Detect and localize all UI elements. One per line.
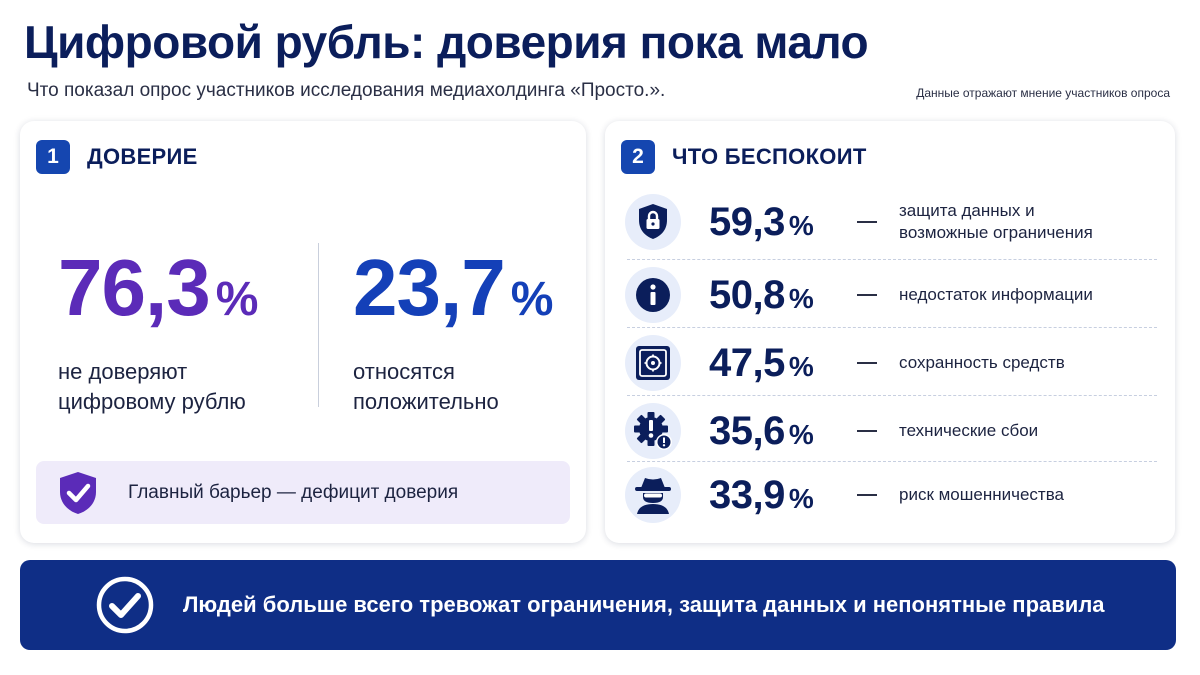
concerns-card-title: ЧТО БЕСПОКОИТ xyxy=(672,144,867,169)
concern-row: 50,8% недостаток информации xyxy=(625,265,1157,325)
row-separator xyxy=(627,461,1157,462)
concern-value: 35,6% xyxy=(709,408,814,453)
concern-row: 47,5% сохранность средств xyxy=(625,333,1157,393)
concern-value: 47,5% xyxy=(709,340,814,385)
stat-divider xyxy=(318,243,319,407)
concerns-card: 2 ЧТО БЕСПОКОИТ 59,3% защита данных и во… xyxy=(605,121,1175,543)
dash xyxy=(857,362,877,364)
trust-card-header: 1 ДОВЕРИЕ xyxy=(36,140,198,174)
safe-icon xyxy=(625,335,681,391)
dash xyxy=(857,494,877,496)
row-separator xyxy=(627,395,1157,396)
positive-stat: 23,7% относятся положительно xyxy=(353,243,553,417)
positive-value: 23,7% xyxy=(353,243,553,332)
row-separator xyxy=(627,259,1157,260)
conclusion-text: Людей больше всего тревожат ограничения,… xyxy=(183,592,1105,617)
concern-row: 35,6% технические сбои xyxy=(625,401,1157,461)
dash xyxy=(857,294,877,296)
concern-row: 59,3% защита данных и возможные ограниче… xyxy=(625,192,1157,252)
concern-label: сохранность средств xyxy=(899,353,1065,372)
concern-value: 50,8% xyxy=(709,272,814,317)
trust-card-title: ДОВЕРИЕ xyxy=(87,144,198,169)
trust-card: 1 ДОВЕРИЕ 76,3% не доверяют цифровому ру… xyxy=(20,121,586,543)
distrust-value: 76,3% xyxy=(58,243,258,332)
concerns-card-header: 2 ЧТО БЕСПОКОИТ xyxy=(621,140,867,174)
conclusion-banner: Людей больше всего тревожат ограничения,… xyxy=(20,560,1176,650)
page-subtitle: Что показал опрос участников исследовани… xyxy=(27,80,666,101)
source-note: Данные отражают мнение участников опроса xyxy=(916,86,1170,100)
fraudster-icon xyxy=(625,467,681,523)
barrier-callout: Главный барьер — дефицит доверия xyxy=(36,461,570,524)
check-circle-icon xyxy=(96,576,154,634)
concern-value: 33,9% xyxy=(709,472,814,517)
concern-label: технические сбои xyxy=(899,421,1039,440)
dash xyxy=(857,430,877,432)
page-title: Цифровой рубль: доверия пока мало xyxy=(24,16,869,68)
concern-row: 33,9% риск мошенничества xyxy=(625,465,1157,525)
gear-alert-icon xyxy=(625,403,681,459)
concern-label: риск мошенничества xyxy=(899,485,1065,504)
distrust-caption: не доверяют цифровому рублю xyxy=(58,359,246,414)
row-separator xyxy=(627,327,1157,328)
dash xyxy=(857,221,877,223)
section-number-badge: 2 xyxy=(621,140,655,174)
barrier-text: Главный барьер — дефицит доверия xyxy=(128,481,459,503)
concern-value: 59,3% xyxy=(709,199,814,244)
positive-caption: относятся положительно xyxy=(353,359,499,414)
lock-shield-icon xyxy=(625,194,681,250)
distrust-stat: 76,3% не доверяют цифровому рублю xyxy=(58,243,258,417)
concern-label: недостаток информации xyxy=(899,285,1093,304)
info-icon xyxy=(625,267,681,323)
section-number-badge: 1 xyxy=(36,140,70,174)
concern-label: защита данных и возможные ограничения xyxy=(899,201,1093,242)
shield-check-icon xyxy=(60,471,96,514)
